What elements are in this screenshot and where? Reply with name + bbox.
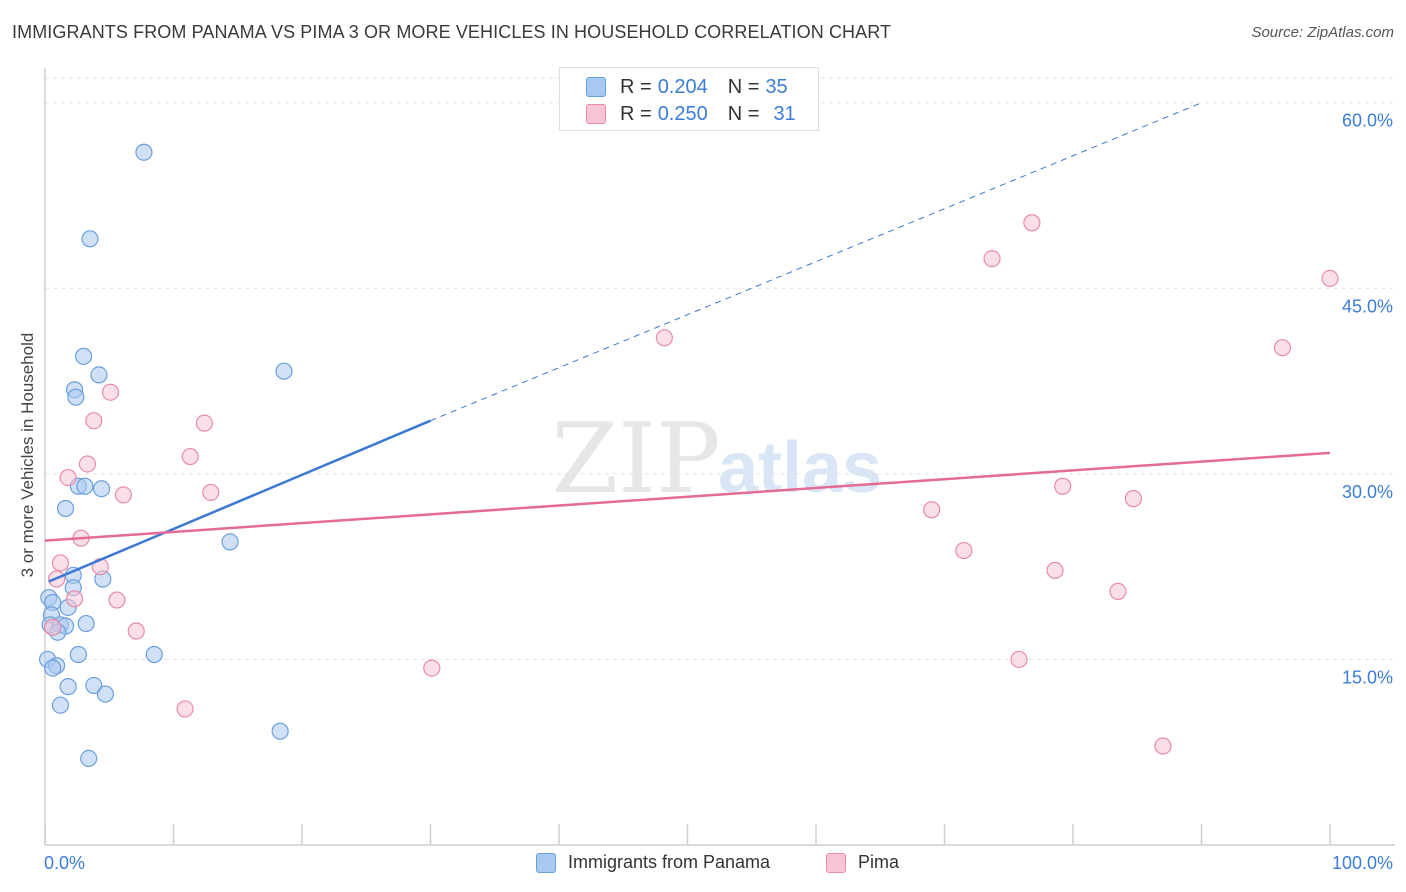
- n-label: N =: [727, 75, 760, 98]
- legend-swatch-panama: [586, 77, 606, 97]
- point-panama: [271, 722, 289, 740]
- watermark-atlas: atlas: [718, 428, 882, 508]
- point-panama: [67, 388, 85, 406]
- point-panama: [80, 749, 98, 768]
- point-pima: [44, 618, 62, 636]
- point-panama: [77, 614, 95, 633]
- trendline-panama-extension: [430, 102, 1202, 422]
- legend-series: Immigrants from Panama Pima: [0, 852, 1406, 878]
- point-panama: [74, 347, 93, 365]
- y-tick-label: 15.0%: [1342, 667, 1393, 687]
- point-pima: [1273, 339, 1292, 357]
- n-value: 31: [773, 102, 796, 125]
- point-pima: [1054, 477, 1072, 495]
- point-panama: [51, 696, 70, 714]
- point-panama: [85, 676, 103, 695]
- r-label: R =: [620, 75, 652, 98]
- y-tick-label: 30.0%: [1342, 482, 1393, 502]
- point-pima: [101, 383, 120, 401]
- x-tick-label-max: 100.0%: [1332, 853, 1393, 873]
- r-value: 0.250: [657, 102, 708, 125]
- point-pima: [181, 447, 199, 466]
- point-pima: [923, 501, 941, 519]
- point-panama: [275, 362, 293, 380]
- point-pima: [65, 590, 84, 608]
- point-panama: [90, 366, 108, 384]
- trendline-pima: [44, 451, 1331, 542]
- n-label: N =: [727, 102, 760, 125]
- point-panama: [44, 659, 62, 677]
- point-pima: [423, 659, 441, 677]
- point-pima: [955, 541, 973, 560]
- point-pima: [108, 591, 126, 609]
- legend-stats: R = 0.204 N = 35 R = 0.250 N = 31: [559, 67, 819, 131]
- legend-item-panama[interactable]: Immigrants from Panama: [536, 852, 770, 873]
- legend-label-panama: Immigrants from Panama: [568, 852, 771, 872]
- point-pima: [114, 486, 132, 504]
- point-pima: [85, 412, 103, 430]
- point-pima: [1321, 269, 1339, 288]
- point-panama: [56, 499, 75, 518]
- point-pima: [1046, 561, 1064, 579]
- point-panama: [59, 678, 77, 696]
- point-pima: [1154, 737, 1172, 755]
- point-pima: [127, 622, 145, 640]
- n-value: 35: [765, 75, 788, 98]
- legend-label-pima: Pima: [858, 852, 900, 872]
- legend-stats-row-panama: R = 0.204 N = 35: [586, 75, 788, 99]
- source-note: Source: ZipAtlas.com: [1251, 24, 1394, 41]
- legend-item-pima[interactable]: Pima: [826, 852, 899, 873]
- point-pima: [202, 483, 220, 502]
- point-pima: [1124, 490, 1142, 508]
- point-pima: [51, 554, 70, 572]
- point-pima: [983, 250, 1001, 268]
- y-axis-label: 3 or more Vehicles in Household: [18, 332, 37, 578]
- point-pima: [176, 700, 194, 718]
- legend-swatch-panama: [536, 852, 556, 873]
- point-pima: [1023, 214, 1041, 232]
- point-panama: [92, 480, 111, 498]
- point-pima: [59, 468, 77, 487]
- trendline-panama: [48, 419, 431, 583]
- legend-stats-row-pima: R = 0.250 N = 31: [586, 102, 796, 126]
- legend-swatch-pima: [826, 852, 846, 873]
- point-panama: [76, 477, 94, 495]
- point-pima: [655, 329, 673, 347]
- chart-title: IMMIGRANTS FROM PANAMA VS PIMA 3 OR MORE…: [12, 22, 892, 42]
- point-panama: [69, 645, 88, 664]
- point-pima: [78, 455, 97, 473]
- y-tick-label: 45.0%: [1342, 296, 1393, 316]
- legend-swatch-pima: [586, 104, 606, 124]
- x-tick-label-min: 0.0%: [44, 853, 85, 873]
- point-panama: [135, 143, 153, 161]
- point-panama: [221, 533, 239, 551]
- r-label: R =: [620, 102, 652, 125]
- point-panama: [81, 230, 99, 248]
- point-pima: [195, 414, 213, 432]
- y-tick-label: 60.0%: [1342, 111, 1393, 131]
- point-pima: [1010, 650, 1028, 669]
- point-pima: [1109, 582, 1127, 600]
- r-value: 0.204: [657, 75, 708, 98]
- point-panama: [145, 645, 163, 664]
- point-panama: [96, 685, 114, 703]
- watermark-zip: ZIP: [551, 403, 720, 515]
